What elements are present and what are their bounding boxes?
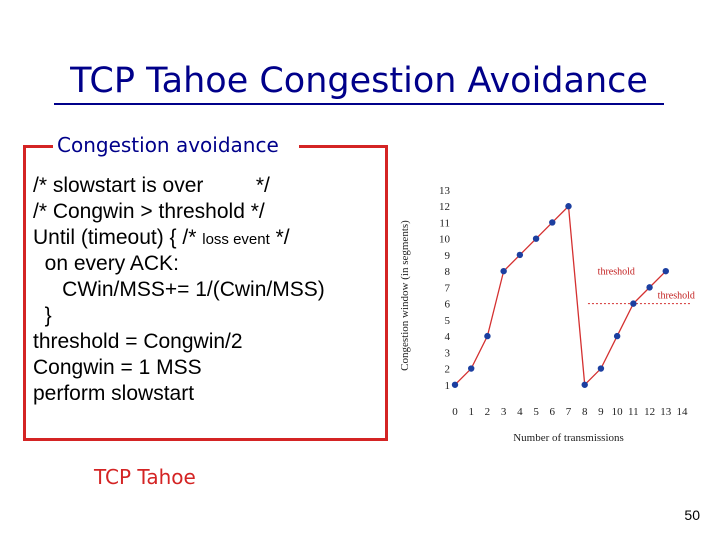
code-line: perform slowstart xyxy=(33,382,194,406)
x-axis-title: Number of transmissions xyxy=(513,432,624,444)
data-point xyxy=(516,251,524,259)
code-line-text: perform slowstart xyxy=(33,382,195,405)
y-tick-label: 12 xyxy=(439,201,450,213)
code-line-text: CWin/MSS+= 1/(Cwin/MSS) xyxy=(33,278,325,301)
code-line-tail: */ xyxy=(269,226,290,249)
data-point xyxy=(549,219,556,226)
code-line-text: threshold = Congwin/2 xyxy=(33,330,243,353)
x-tick-label: 7 xyxy=(566,406,572,418)
code-line-text: Congwin = 1 MSS xyxy=(33,356,202,379)
y-tick-label: 9 xyxy=(445,250,451,262)
x-tick-label: 14 xyxy=(677,406,689,418)
x-tick-label: 12 xyxy=(644,406,655,418)
y-tick-label: 6 xyxy=(445,299,451,311)
code-line-small-text: loss event xyxy=(202,231,270,248)
code-line-text: /* slowstart is over */ xyxy=(33,174,270,197)
code-line: Congwin = 1 MSS xyxy=(33,356,202,380)
x-tick-label: 4 xyxy=(517,406,523,418)
data-point xyxy=(630,300,637,307)
box-top-border-left xyxy=(23,145,53,148)
x-tick-label: 8 xyxy=(582,406,588,418)
data-point xyxy=(662,267,669,275)
threshold-annotation: threshold xyxy=(598,266,635,277)
y-tick-label: 11 xyxy=(439,217,450,229)
y-tick-label: 8 xyxy=(445,266,451,278)
y-tick-label: 2 xyxy=(445,364,451,376)
data-point xyxy=(468,365,475,372)
series-line xyxy=(454,204,667,387)
page-number: 50 xyxy=(684,507,700,523)
code-line: } xyxy=(33,304,52,328)
x-tick-label: 1 xyxy=(468,406,474,418)
code-line: on every ACK: xyxy=(33,252,179,276)
x-tick-label: 2 xyxy=(485,406,491,418)
y-tick-label: 5 xyxy=(445,315,451,327)
slide-title: TCP Tahoe Congestion Avoidance xyxy=(70,61,648,101)
box-label: Congestion avoidance xyxy=(57,133,279,157)
x-tick-label: 10 xyxy=(612,406,624,418)
data-point xyxy=(484,332,491,340)
data-point xyxy=(646,284,653,291)
title-underline xyxy=(54,103,664,105)
x-tick-label: 0 xyxy=(452,406,458,418)
data-point xyxy=(565,203,572,210)
data-point xyxy=(597,365,605,372)
code-line-text: Until (timeout) { /* xyxy=(33,226,203,249)
y-tick-label: 7 xyxy=(445,282,451,294)
data-point xyxy=(500,267,507,275)
congestion-avoidance-box xyxy=(23,145,388,441)
y-tick-label: 10 xyxy=(439,234,451,246)
code-line-text: on every ACK: xyxy=(33,252,179,275)
y-tick-label: 4 xyxy=(445,331,451,343)
x-tick-label: 3 xyxy=(501,406,507,418)
threshold-annotation: threshold xyxy=(658,291,695,302)
y-tick-label: 13 xyxy=(439,185,451,197)
data-point xyxy=(581,381,588,388)
x-tick-label: 6 xyxy=(550,406,556,418)
data-point xyxy=(613,332,621,340)
code-line: /* Congwin > threshold */ xyxy=(33,200,265,224)
box-top-border-right xyxy=(299,145,385,148)
x-tick-label: 13 xyxy=(660,406,672,418)
code-line: threshold = Congwin/2 xyxy=(33,330,243,354)
code-line: /* slowstart is over */ xyxy=(33,174,270,198)
code-line-text: } xyxy=(33,304,52,327)
y-tick-label: 3 xyxy=(445,347,451,359)
code-line: CWin/MSS+= 1/(Cwin/MSS) xyxy=(33,278,325,302)
code-line: Until (timeout) { /* loss event */ xyxy=(33,226,290,250)
code-line-text: /* Congwin > threshold */ xyxy=(33,200,265,223)
data-point xyxy=(451,381,459,388)
y-axis-title: Congestion window (in segments) xyxy=(399,220,411,371)
x-tick-label: 9 xyxy=(598,406,604,418)
y-tick-label: 1 xyxy=(445,380,451,392)
x-tick-label: 11 xyxy=(628,406,639,418)
tcp-tahoe-label: TCP Tahoe xyxy=(94,465,196,489)
data-point xyxy=(532,235,540,242)
x-tick-label: 5 xyxy=(533,406,539,418)
